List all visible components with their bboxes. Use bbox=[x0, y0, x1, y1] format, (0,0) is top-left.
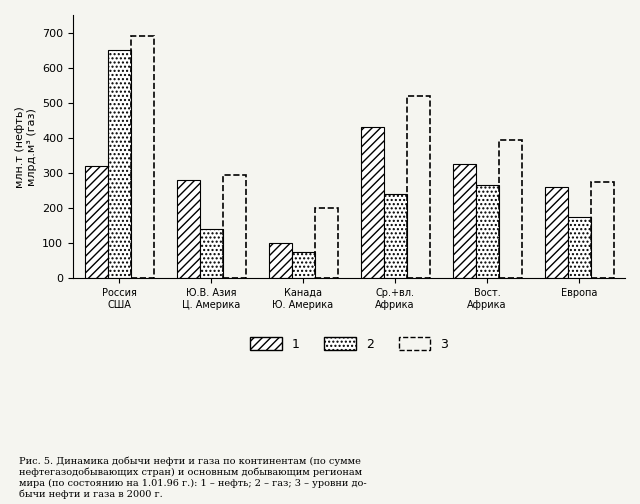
Bar bbox=[131, 36, 154, 278]
Bar bbox=[591, 182, 614, 278]
Bar bbox=[545, 187, 568, 278]
Bar bbox=[108, 50, 131, 278]
Bar bbox=[200, 229, 223, 278]
Text: Рис. 5. Динамика добычи нефти и газа по континентам (по сумме
нефтегазодобывающи: Рис. 5. Динамика добычи нефти и газа по … bbox=[19, 457, 367, 499]
Bar bbox=[269, 243, 291, 278]
Bar bbox=[406, 96, 429, 278]
Bar bbox=[383, 194, 406, 278]
Bar bbox=[314, 208, 337, 278]
Bar bbox=[452, 164, 476, 278]
Bar bbox=[291, 252, 314, 278]
Bar bbox=[568, 217, 591, 278]
Bar bbox=[223, 175, 246, 278]
Legend: 1, 2, 3: 1, 2, 3 bbox=[245, 332, 452, 356]
Bar bbox=[476, 185, 499, 278]
Bar bbox=[84, 166, 108, 278]
Y-axis label: млн.т (нефть)
млрд.м³ (газ): млн.т (нефть) млрд.м³ (газ) bbox=[15, 106, 36, 187]
Bar bbox=[360, 128, 383, 278]
Bar bbox=[499, 140, 522, 278]
Bar bbox=[177, 180, 200, 278]
